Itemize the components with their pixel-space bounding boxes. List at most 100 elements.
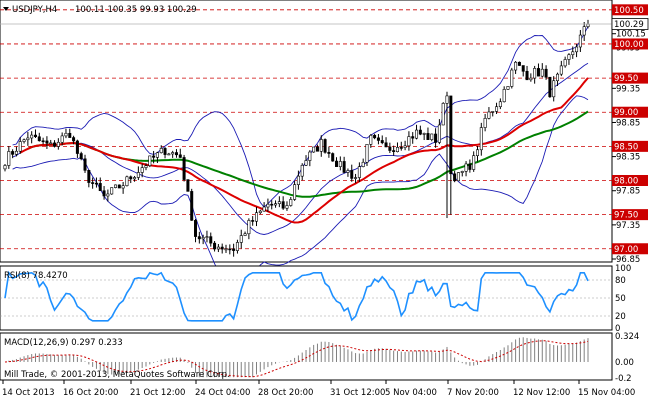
time-tick-label: 16 Oct 20:00 — [63, 388, 118, 398]
candle-body — [22, 139, 26, 142]
rsi-axis-label: 20 — [615, 312, 626, 322]
candle-body — [319, 139, 323, 152]
candle-body — [110, 187, 114, 195]
candle-body — [422, 133, 426, 135]
macd-histogram — [8, 337, 589, 378]
level-price-tag — [612, 72, 648, 84]
candle-body — [213, 242, 217, 250]
candle-body — [155, 152, 159, 158]
time-tick-label: 14 Oct 2013 — [2, 388, 55, 398]
time-tick-label: 21 Oct 12:00 — [130, 388, 185, 398]
candle-body — [563, 59, 567, 67]
candle-body — [346, 170, 350, 173]
price-panel[interactable]: USDJPY,H4 100.11 100.35 99.93 100.29 — [0, 0, 613, 294]
candle-body — [79, 153, 83, 160]
rsi-panel[interactable]: RSI(8) 78.4270 100 80 50 20 0 — [0, 264, 631, 334]
candle-body — [37, 136, 41, 142]
candle-body — [304, 160, 308, 166]
level-price-tag-label: 99.50 — [614, 74, 638, 84]
candle-body — [239, 235, 243, 243]
ohlc-values: 100.11 100.35 99.93 100.29 — [75, 5, 197, 15]
candle-body — [315, 146, 319, 152]
candle-body — [510, 69, 514, 87]
candle-body — [209, 236, 213, 244]
candle-body — [354, 177, 358, 179]
candle-body — [33, 134, 37, 138]
candle-body — [483, 118, 487, 128]
candle-body — [194, 220, 198, 237]
candle-body — [426, 133, 430, 140]
candle-body — [514, 61, 518, 71]
candle-body — [445, 95, 449, 104]
candle-body — [456, 172, 460, 182]
price-tick-label: 99.35 — [616, 84, 640, 94]
candle-body — [559, 65, 563, 75]
candle-body — [190, 191, 194, 221]
candle-body — [167, 153, 171, 156]
candle-body — [308, 151, 312, 161]
price-tick-label: 98.85 — [616, 118, 640, 128]
candle-body — [365, 144, 369, 163]
level-price-tag — [612, 38, 648, 50]
level-price-tag — [612, 174, 648, 186]
candle-body — [274, 203, 278, 206]
symbol-label: USDJPY,H4 — [12, 5, 57, 15]
candle-body — [87, 170, 91, 183]
candle-body — [342, 161, 346, 173]
candle-body — [94, 182, 98, 185]
price-candles — [3, 19, 590, 257]
time-tick-label: 5 Nov 04:00 — [385, 388, 437, 398]
candle-body — [53, 142, 57, 147]
candle-body — [148, 155, 152, 166]
macd-panel[interactable]: MACD(12,26,9) 0.297 0.233 0.3240.00-0.2 … — [0, 332, 639, 384]
candle-body — [361, 161, 365, 167]
candle-body — [144, 165, 148, 168]
time-tick-label: 31 Oct 12:00 — [330, 388, 385, 398]
macd-label: MACD(12,26,9) 0.297 0.233 — [4, 338, 123, 348]
candle-body — [129, 176, 133, 180]
candle-body — [293, 184, 297, 200]
fast-moving-average — [19, 77, 589, 224]
level-price-tag-label: 100.00 — [614, 40, 644, 50]
candle-body — [540, 68, 544, 77]
candle-body — [521, 65, 525, 72]
level-price-tag — [612, 209, 648, 221]
candle-body — [266, 203, 270, 208]
rsi-level-lines — [0, 279, 612, 317]
candle-body — [460, 171, 464, 173]
candle-body — [125, 176, 129, 187]
candle-body — [369, 135, 373, 145]
candle-body — [335, 160, 339, 167]
price-panel-frame — [0, 0, 613, 263]
candle-body — [468, 163, 472, 170]
candle-body — [247, 220, 251, 235]
rsi-axis: 100 80 50 20 0 — [615, 264, 631, 334]
candle-body — [216, 246, 220, 250]
candle-body — [289, 199, 293, 206]
candle-body — [41, 140, 45, 143]
level-price-tag-label: 98.50 — [614, 142, 638, 152]
candle-body — [411, 136, 415, 139]
collapse-arrow-icon[interactable] — [3, 7, 9, 11]
candle-body — [3, 165, 7, 170]
level-price-tag-label: 97.00 — [614, 245, 638, 255]
candle-body — [49, 142, 53, 145]
candle-body — [437, 124, 441, 143]
candle-body — [121, 185, 125, 189]
candle-body — [556, 73, 560, 82]
candle-body — [373, 135, 377, 139]
candle-body — [254, 212, 258, 222]
candle-body — [114, 184, 118, 188]
macd-axis-label: -0.2 — [615, 374, 632, 384]
candle-body — [72, 137, 76, 142]
candle-body — [380, 140, 384, 144]
copyright-text: Mill Trade, © 2001-2013, MetaQuotes Soft… — [4, 370, 230, 380]
price-tick-label: 100.15 — [616, 30, 646, 40]
candle-body — [384, 142, 388, 148]
level-price-tag — [612, 4, 648, 16]
candle-body — [98, 183, 102, 192]
price-axis[interactable]: 100.1599.9599.3598.8598.3597.8597.3596.8… — [611, 4, 649, 265]
rsi-line — [4, 270, 589, 322]
candle-body — [277, 201, 281, 204]
